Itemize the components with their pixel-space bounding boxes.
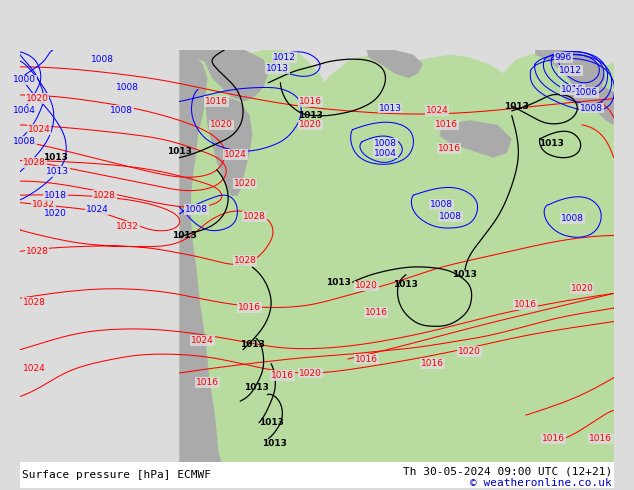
Text: 1013: 1013 (172, 231, 197, 240)
Text: 1020: 1020 (299, 368, 322, 378)
Polygon shape (179, 50, 221, 462)
Text: 1000: 1000 (13, 75, 36, 84)
Text: 1016: 1016 (196, 378, 219, 387)
Text: 1012: 1012 (559, 66, 582, 75)
Polygon shape (179, 50, 614, 462)
Text: 1016: 1016 (435, 121, 458, 129)
Polygon shape (439, 120, 512, 158)
Text: 1013: 1013 (43, 153, 68, 162)
Text: 1013: 1013 (243, 383, 269, 392)
Polygon shape (366, 50, 423, 78)
Text: 1016: 1016 (543, 434, 566, 443)
Text: 1016: 1016 (365, 308, 387, 317)
Text: 1020: 1020 (233, 179, 256, 188)
Text: 1013: 1013 (259, 418, 283, 427)
Text: 1020: 1020 (458, 347, 481, 356)
Text: 1024: 1024 (425, 106, 448, 115)
Polygon shape (179, 50, 264, 83)
Text: 1028: 1028 (243, 212, 266, 221)
Text: 1016: 1016 (514, 300, 537, 309)
Text: 1016: 1016 (238, 303, 261, 312)
Text: 1008: 1008 (110, 106, 133, 115)
Text: © weatheronline.co.uk: © weatheronline.co.uk (470, 478, 612, 488)
Text: 1006: 1006 (575, 88, 598, 97)
Text: 1016: 1016 (589, 434, 612, 443)
Text: 1024: 1024 (86, 205, 108, 214)
Text: 1032: 1032 (117, 221, 139, 230)
Text: 1013: 1013 (46, 167, 69, 176)
Text: 1013: 1013 (167, 147, 192, 156)
Text: 1016: 1016 (355, 354, 378, 364)
Text: 1013: 1013 (394, 280, 418, 289)
Text: 1013: 1013 (240, 341, 265, 349)
Text: 1013: 1013 (453, 270, 477, 279)
Text: 1004: 1004 (13, 106, 36, 115)
Text: 1016: 1016 (437, 144, 460, 153)
Text: 1020: 1020 (210, 121, 233, 129)
Text: 1024: 1024 (27, 125, 50, 134)
Text: 1008: 1008 (117, 83, 139, 92)
Text: 1024: 1024 (23, 364, 46, 373)
Text: 1028: 1028 (233, 256, 256, 265)
Polygon shape (203, 50, 268, 101)
Text: 1020: 1020 (355, 281, 378, 291)
Text: 1008: 1008 (439, 212, 462, 221)
Text: 1013: 1013 (298, 111, 323, 120)
Text: 1008: 1008 (91, 55, 114, 64)
Text: Th 30-05-2024 09:00 UTC (12+21): Th 30-05-2024 09:00 UTC (12+21) (403, 466, 612, 476)
Text: 1020: 1020 (44, 209, 67, 219)
Text: 1032: 1032 (32, 200, 55, 209)
Text: 1013: 1013 (266, 64, 289, 73)
Text: 996: 996 (555, 53, 572, 62)
Polygon shape (205, 97, 252, 200)
Text: 1013: 1013 (539, 139, 564, 148)
Text: 1028: 1028 (25, 247, 48, 256)
Text: 1016: 1016 (271, 371, 294, 380)
Text: 1008: 1008 (561, 214, 584, 223)
Text: 1024: 1024 (191, 336, 214, 345)
Text: 1008: 1008 (13, 137, 36, 146)
Text: 1024: 1024 (224, 150, 247, 159)
Polygon shape (535, 50, 605, 101)
Text: 1016: 1016 (205, 97, 228, 106)
Text: 1016: 1016 (561, 85, 584, 94)
Text: 1004: 1004 (374, 148, 397, 157)
Text: 1013: 1013 (262, 439, 287, 448)
Text: 1008: 1008 (580, 103, 603, 113)
Text: Surface pressure [hPa] ECMWF: Surface pressure [hPa] ECMWF (22, 470, 211, 480)
Polygon shape (219, 195, 250, 246)
Text: 1020: 1020 (299, 121, 322, 129)
Text: 1016: 1016 (299, 97, 322, 106)
Text: 1008: 1008 (430, 200, 453, 209)
Text: 1028: 1028 (93, 191, 116, 199)
Text: 1016: 1016 (421, 359, 444, 368)
Text: 1008: 1008 (184, 205, 208, 214)
Bar (20, 462, 614, 488)
Text: 1013: 1013 (326, 278, 351, 287)
Text: 1028: 1028 (23, 158, 46, 167)
Text: 1028: 1028 (23, 298, 46, 307)
Text: 1018: 1018 (44, 191, 67, 199)
Text: 1012: 1012 (273, 53, 295, 62)
Polygon shape (561, 83, 614, 125)
Text: 1020: 1020 (25, 94, 48, 103)
Text: 1008: 1008 (374, 139, 397, 148)
Text: 1013: 1013 (504, 102, 529, 111)
Text: 1013: 1013 (378, 103, 401, 113)
Text: 1020: 1020 (571, 284, 593, 294)
